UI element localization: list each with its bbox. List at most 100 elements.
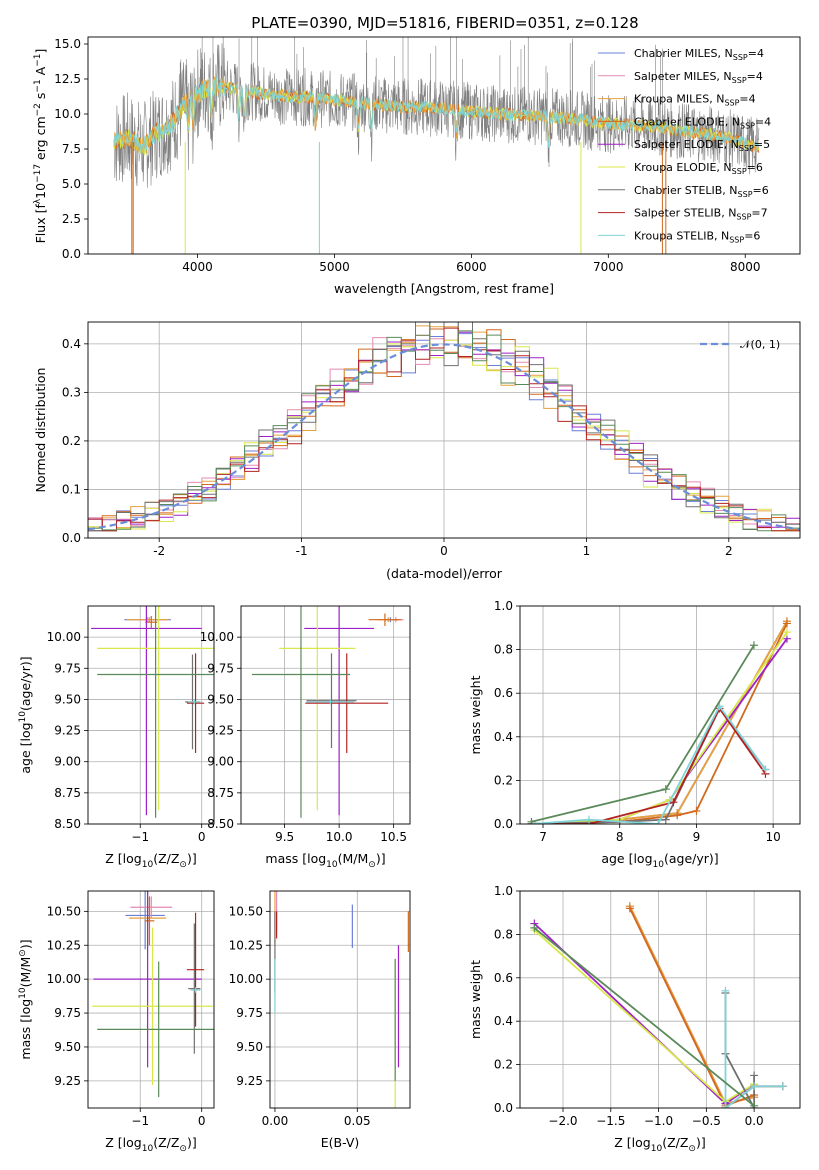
x-tick-label: 5000: [319, 260, 350, 274]
y-tick-label: 0.2: [494, 773, 513, 787]
series-marker: [750, 1071, 759, 1080]
label-part: mass [log: [18, 999, 33, 1060]
series-marker: [761, 765, 770, 774]
series-line: [531, 638, 788, 824]
errorbar-point: [304, 606, 375, 816]
legend-count: =5: [754, 138, 770, 151]
y-tick-label: 8.75: [207, 786, 234, 800]
x-tick-label: −1.0: [644, 1114, 673, 1128]
y-tick-label: 1.0: [494, 884, 513, 898]
label-part: −2: [33, 103, 43, 116]
legend-sub: SSP: [740, 121, 755, 130]
legend-sub: SSP: [732, 76, 747, 85]
y-tick-label: 0.6: [494, 686, 513, 700]
legend-sub: SSP: [736, 213, 751, 222]
series-marker: [669, 798, 678, 807]
x-tick-label: 2: [725, 544, 733, 558]
series-kroupa-elodie: [527, 628, 791, 824]
x-axis-label: Z [log10(Z/Z⊙)]: [105, 1135, 196, 1154]
y-tick-label: 10.25: [229, 938, 263, 952]
y-tick-label: 9.50: [54, 692, 81, 706]
series-line: [531, 620, 788, 824]
x-tick-label: 0.05: [344, 1114, 371, 1128]
axes-frame: [87, 36, 801, 255]
axes-mass_weight_vs_Z: −2.0 −1.5 −1.0 −0.5 0.0 0.0 0.2 0.4 0.6 0.8 1.0 mas…: [468, 884, 801, 1154]
series-marker: [721, 1104, 730, 1108]
y-tick-label: 12.5: [54, 72, 81, 86]
series-marker: [778, 1082, 787, 1091]
label-part: λ: [33, 198, 43, 204]
x-tick-label: -2: [153, 544, 165, 558]
x-tick-label: -1: [296, 544, 308, 558]
x-tick-label: 9: [693, 830, 701, 844]
x-tick-label: −1.5: [596, 1114, 625, 1128]
errorbar-point: [186, 653, 205, 753]
x-tick-label: 8: [616, 830, 624, 844]
x-tick-label: 0.00: [262, 1114, 289, 1128]
label-part: ⊙: [18, 949, 28, 957]
plot-area: [88, 322, 800, 532]
label-part: 10: [142, 860, 154, 870]
y-tick-label: 10.50: [229, 904, 263, 918]
x-tick-label: 0: [198, 830, 206, 844]
series-marker: [661, 815, 670, 824]
legend-count: =4: [739, 93, 755, 106]
y-tick-label: 10.50: [47, 904, 81, 918]
axes-age_vs_Z: −1 0 8.50 8.75 9.00 9.25 9.50 9.75 10.00 age [log…: [18, 605, 215, 870]
legend-text: Salpeter MILES, N: [634, 70, 732, 83]
legend-entry: Salpeter STELIB, NSSP=7: [634, 207, 768, 222]
series-line: [533, 922, 755, 1105]
y-tick-label: 0.2: [62, 434, 81, 448]
y-tick-label: 9.75: [207, 661, 234, 675]
y-tick-label: 0.3: [62, 385, 81, 399]
label-part: A: [33, 66, 48, 79]
label-part: Z [log: [105, 851, 141, 866]
series-kroupa-stelib: [721, 986, 787, 1108]
x-axis-label: wavelength [Angstrom, rest frame]: [334, 281, 554, 296]
y-tick-label: 9.75: [236, 1006, 263, 1020]
legend-count: =6: [747, 161, 763, 174]
errorbar-point: [97, 961, 214, 1098]
label-part: )]: [187, 851, 197, 866]
series-marker: [782, 628, 791, 637]
legend-sub: SSP: [732, 167, 747, 176]
y-tick-label: 8.75: [54, 786, 81, 800]
errorbar-point: [93, 891, 202, 1068]
axes-frame: [269, 890, 411, 1109]
plot-area: [530, 902, 787, 1108]
y-tick-label: 0.0: [62, 247, 81, 261]
y-tick-label: 9.25: [54, 724, 81, 738]
series-marker: [692, 806, 701, 815]
figure-title: PLATE=0390, MJD=51816, FIBERID=0351, z=0…: [251, 14, 638, 32]
label-part: 10: [18, 987, 28, 999]
x-tick-label: −0.5: [692, 1114, 721, 1128]
label-part: )]: [696, 1135, 706, 1150]
y-tick-label: 0.8: [494, 927, 513, 941]
series-line: [629, 908, 755, 1107]
legend-count: =4: [755, 115, 771, 128]
y-tick-label: 15.0: [54, 37, 81, 51]
y-axis-label: age [log10(age/yr)]: [18, 656, 33, 773]
y-axis-label: Normed distribution: [33, 368, 48, 493]
plot-area: [113, 37, 760, 254]
legend-text: Kroupa ELODIE, N: [634, 161, 732, 174]
axes-frame: [240, 605, 411, 825]
legend-sub: SSP: [733, 53, 748, 62]
label-part: −17: [33, 164, 43, 183]
x-tick-label: −1: [131, 1114, 149, 1128]
y-tick-label: 10.25: [47, 938, 81, 952]
label-part: −1: [33, 54, 43, 67]
y-tick-label: 8.50: [207, 817, 234, 831]
axes-mass_vs_EBV: 0.00 0.05 9.25 9.50 9.75 10.00 10.25 10.50 E(B-V…: [229, 890, 411, 1150]
y-tick-label: 9.25: [236, 1074, 263, 1088]
errorbar-point: [91, 606, 202, 816]
axes-residuals: -2 -1 0 1 2 0.0 0.1 0.2 0.3 0.4 Normed distributio…: [33, 321, 801, 581]
y-tick-label: 10.00: [200, 630, 234, 644]
legend-count: =4: [747, 70, 763, 83]
plot-area: [91, 606, 214, 818]
series-marker: [625, 904, 634, 913]
errorbar-point: [306, 653, 357, 749]
x-tick-label: 7: [539, 830, 547, 844]
label-part: ⊙: [179, 1144, 187, 1154]
y-tick-label: 9.75: [54, 661, 81, 675]
